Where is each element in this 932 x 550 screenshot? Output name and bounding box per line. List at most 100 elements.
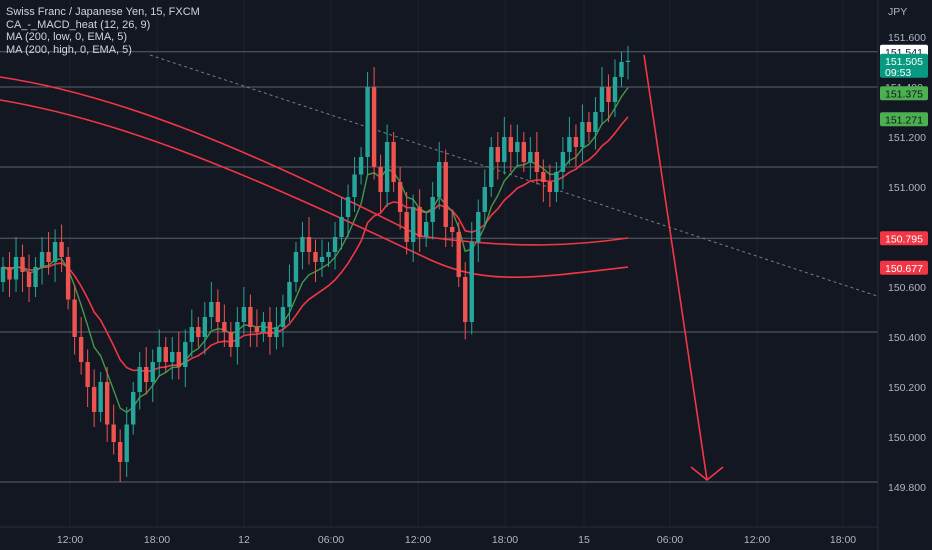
candle-body (313, 252, 318, 262)
candle-body (326, 252, 331, 257)
candle-body (339, 217, 344, 237)
candle-body (91, 387, 97, 412)
candle-body (423, 222, 429, 237)
candle-body (39, 252, 45, 267)
candle-body (0, 267, 6, 282)
x-axis-ticks: 12:00 18:00 12 06:00 12:00 18:00 15 06:00 12:00 1… (57, 534, 856, 546)
candle-body (384, 142, 390, 192)
candle-body (410, 207, 416, 242)
candle-body (163, 347, 168, 362)
candle-body (7, 267, 12, 280)
price-badge (880, 53, 928, 78)
candle-body (202, 317, 208, 337)
candle-body (104, 382, 110, 425)
candle-body (33, 267, 38, 287)
candle-body (430, 197, 435, 222)
candle-body (52, 242, 58, 262)
price-badge-label: 150.677 (885, 263, 923, 275)
candle-body (176, 352, 181, 367)
candle-body (580, 122, 585, 147)
x-tick-label: 06:00 (657, 534, 683, 546)
candle-body (397, 182, 403, 212)
candle-body (332, 237, 338, 252)
grid-lines (69, 0, 844, 527)
candle-body (352, 174, 357, 197)
candle-body (371, 87, 377, 167)
candle-body (515, 142, 520, 152)
candle-body (111, 424, 116, 442)
y-tick-label: 150.200 (888, 382, 926, 394)
candle-body (59, 242, 64, 257)
x-tick-label: 06:00 (318, 534, 344, 546)
candle-body (534, 152, 540, 172)
x-tick-label: 12:00 (405, 534, 431, 546)
candle-body (541, 172, 546, 182)
candle-body (222, 322, 227, 332)
candle-body (235, 322, 240, 347)
x-tick-label: 18:00 (830, 534, 856, 546)
x-tick-label: 18:00 (144, 534, 170, 546)
candle-body (417, 207, 422, 237)
candle-body (98, 382, 103, 412)
candle-body (378, 167, 383, 192)
candle-body (476, 212, 481, 242)
y-tick-label: 150.000 (888, 432, 926, 444)
candle-body (391, 142, 396, 182)
candle-body (85, 362, 90, 387)
price-badge-label: 151.271 (885, 114, 923, 126)
candle-body (404, 212, 409, 242)
ma-200-low-line (0, 76, 629, 246)
candle-body (573, 137, 579, 147)
candle-body (619, 62, 624, 77)
candle-body (547, 182, 553, 192)
candle-body (209, 302, 214, 317)
price-badge (880, 112, 928, 127)
symbol-title[interactable]: Swiss Franc / Japanese Yen, 15, FXCM (6, 6, 200, 18)
candle-body (280, 307, 286, 327)
indicator-ma-low[interactable]: MA (200, low, 0, EMA, 5) (6, 31, 128, 43)
y-tick-label: 151.600 (888, 32, 926, 44)
candle-body (560, 152, 566, 172)
y-axis-ticks: 151.600 151.200 151.000 150.600 150.400 150.2… (888, 32, 926, 494)
candle-body (554, 172, 559, 192)
y-tick-label: 151.200 (888, 132, 926, 144)
candle-body (567, 137, 572, 152)
candle-body (261, 322, 266, 332)
price-badge (880, 86, 928, 101)
x-tick-label: 15 (578, 534, 590, 546)
candles (0, 45, 631, 482)
candle-body (306, 237, 312, 252)
y-tick-label: 151.000 (888, 182, 926, 194)
candle-body (300, 237, 305, 252)
candle-body (65, 257, 71, 300)
candle-body (117, 442, 123, 462)
candle-body (502, 137, 507, 162)
ema-slow-line (2, 116, 629, 373)
chart-legend: Swiss Franc / Japanese Yen, 15, FXCM CA_… (6, 6, 200, 56)
ma-200-high-line (0, 99, 629, 279)
indicator-macd[interactable]: CA_-_MACD_heat (12, 26, 9) (6, 18, 151, 31)
candle-body (254, 327, 260, 332)
candle-body (46, 252, 51, 262)
price-badge-label: 151.375 (885, 88, 923, 100)
candle-body (345, 197, 351, 217)
candle-body (495, 147, 500, 162)
candle-body (599, 87, 605, 112)
candle-body (196, 327, 201, 337)
candle-body (72, 299, 77, 337)
y-tick-label: 149.800 (888, 482, 926, 494)
y-tick-label: 150.600 (888, 282, 926, 294)
candle-body (124, 424, 129, 462)
candle-body (183, 342, 188, 367)
candle-body (248, 307, 253, 327)
indicator-ma-high[interactable]: MA (200, high, 0, EMA, 5) (6, 43, 132, 56)
trend-line[interactable] (149, 54, 881, 298)
candle-body (612, 77, 618, 102)
candle-body (436, 162, 442, 197)
projection-arrow[interactable] (643, 54, 724, 482)
candle-body (26, 272, 32, 287)
price-badge-countdown: 09:53 (885, 67, 911, 79)
candle-body (450, 227, 455, 232)
